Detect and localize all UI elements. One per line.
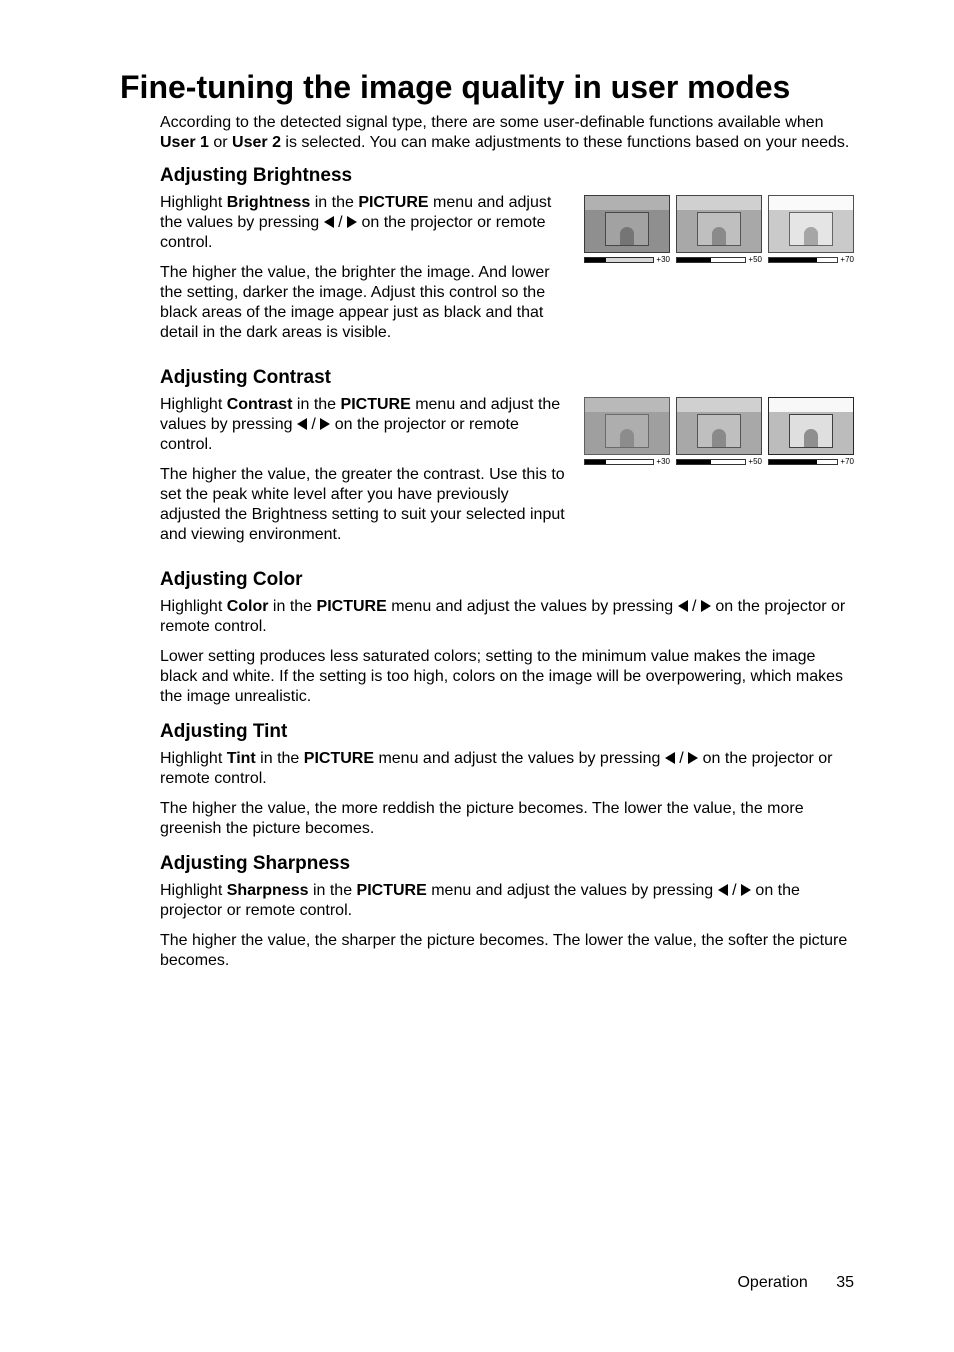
text-bold: Tint [227,750,256,767]
example-thumb-value: +70 [840,458,854,466]
example-thumb-slider: +70 [768,256,854,264]
section-color: Adjusting Color Highlight Color in the P… [160,569,854,707]
section-tint: Adjusting Tint Highlight Tint in the PIC… [160,721,854,839]
example-thumb-value: +30 [656,458,670,466]
contrast-thumbs: +30 +50 +70 [584,397,854,466]
example-thumb-value: +50 [748,256,762,264]
text-bold: Contrast [227,396,293,413]
example-thumb: +50 [676,195,762,264]
example-thumb-image [768,397,854,455]
example-thumb-slider: +30 [584,458,670,466]
section-sharpness: Adjusting Sharpness Highlight Sharpness … [160,853,854,971]
contrast-p2: The higher the value, the greater the co… [160,465,566,545]
text: in the [256,750,304,767]
example-thumb: +30 [584,195,670,264]
text: in the [268,598,316,615]
left-arrow-icon [718,884,728,896]
footer-section: Operation [737,1274,807,1291]
brightness-p2: The higher the value, the brighter the i… [160,263,566,343]
text: Highlight [160,882,227,899]
text-bold: Brightness [227,194,311,211]
example-thumb-image [584,397,670,455]
heading-color: Adjusting Color [160,569,854,591]
example-thumb-image [584,195,670,253]
text-bold: PICTURE [357,882,427,899]
example-thumb: +30 [584,397,670,466]
text: in the [310,194,358,211]
example-thumb: +70 [768,195,854,264]
example-thumb: +70 [768,397,854,466]
text-bold: Sharpness [227,882,309,899]
brightness-p1: Highlight Brightness in the PICTURE menu… [160,193,566,253]
brightness-thumbs: +30 +50 +70 [584,195,854,264]
text-bold: Color [227,598,269,615]
text-bold: PICTURE [317,598,387,615]
right-arrow-icon [741,884,751,896]
color-p1: Highlight Color in the PICTURE menu and … [160,597,854,637]
text: menu and adjust the values by pressing [427,882,718,899]
tint-p2: The higher the value, the more reddish t… [160,799,854,839]
text: Highlight [160,750,227,767]
text: menu and adjust the values by pressing [387,598,678,615]
left-arrow-icon [665,752,675,764]
text: Highlight [160,194,227,211]
example-thumb-image [768,195,854,253]
text: Highlight [160,598,227,615]
example-thumb: +50 [676,397,762,466]
heading-brightness: Adjusting Brightness [160,165,854,187]
page-title: Fine-tuning the image quality in user mo… [120,70,854,105]
sharpness-p2: The higher the value, the sharper the pi… [160,931,854,971]
right-arrow-icon [701,600,711,612]
example-thumb-value: +50 [748,458,762,466]
example-thumb-image [676,195,762,253]
text: menu and adjust the values by pressing [374,750,665,767]
example-thumb-slider: +50 [676,256,762,264]
contrast-p1: Highlight Contrast in the PICTURE menu a… [160,395,566,455]
left-arrow-icon [297,418,307,430]
tint-p1: Highlight Tint in the PICTURE menu and a… [160,749,854,789]
text-bold: PICTURE [304,750,374,767]
footer-page-number: 35 [836,1274,854,1291]
left-arrow-icon [324,216,334,228]
intro-text: According to the detected signal type, t… [160,113,854,153]
text: in the [292,396,340,413]
sharpness-p1: Highlight Sharpness in the PICTURE menu … [160,881,854,921]
right-arrow-icon [347,216,357,228]
example-thumb-slider: +50 [676,458,762,466]
right-arrow-icon [320,418,330,430]
heading-tint: Adjusting Tint [160,721,854,743]
example-thumb-slider: +30 [584,256,670,264]
text-bold: PICTURE [341,396,411,413]
example-thumb-image [676,397,762,455]
text-bold: PICTURE [358,194,428,211]
text: in the [309,882,357,899]
example-thumb-slider: +70 [768,458,854,466]
heading-contrast: Adjusting Contrast [160,367,854,389]
example-thumb-value: +70 [840,256,854,264]
text: Highlight [160,396,227,413]
page-footer: Operation 35 [737,1274,854,1292]
example-thumb-value: +30 [656,256,670,264]
right-arrow-icon [688,752,698,764]
left-arrow-icon [678,600,688,612]
section-brightness: Adjusting Brightness Highlight Brightnes… [160,165,854,353]
color-p2: Lower setting produces less saturated co… [160,647,854,707]
heading-sharpness: Adjusting Sharpness [160,853,854,875]
section-contrast: Adjusting Contrast Highlight Contrast in… [160,367,854,555]
